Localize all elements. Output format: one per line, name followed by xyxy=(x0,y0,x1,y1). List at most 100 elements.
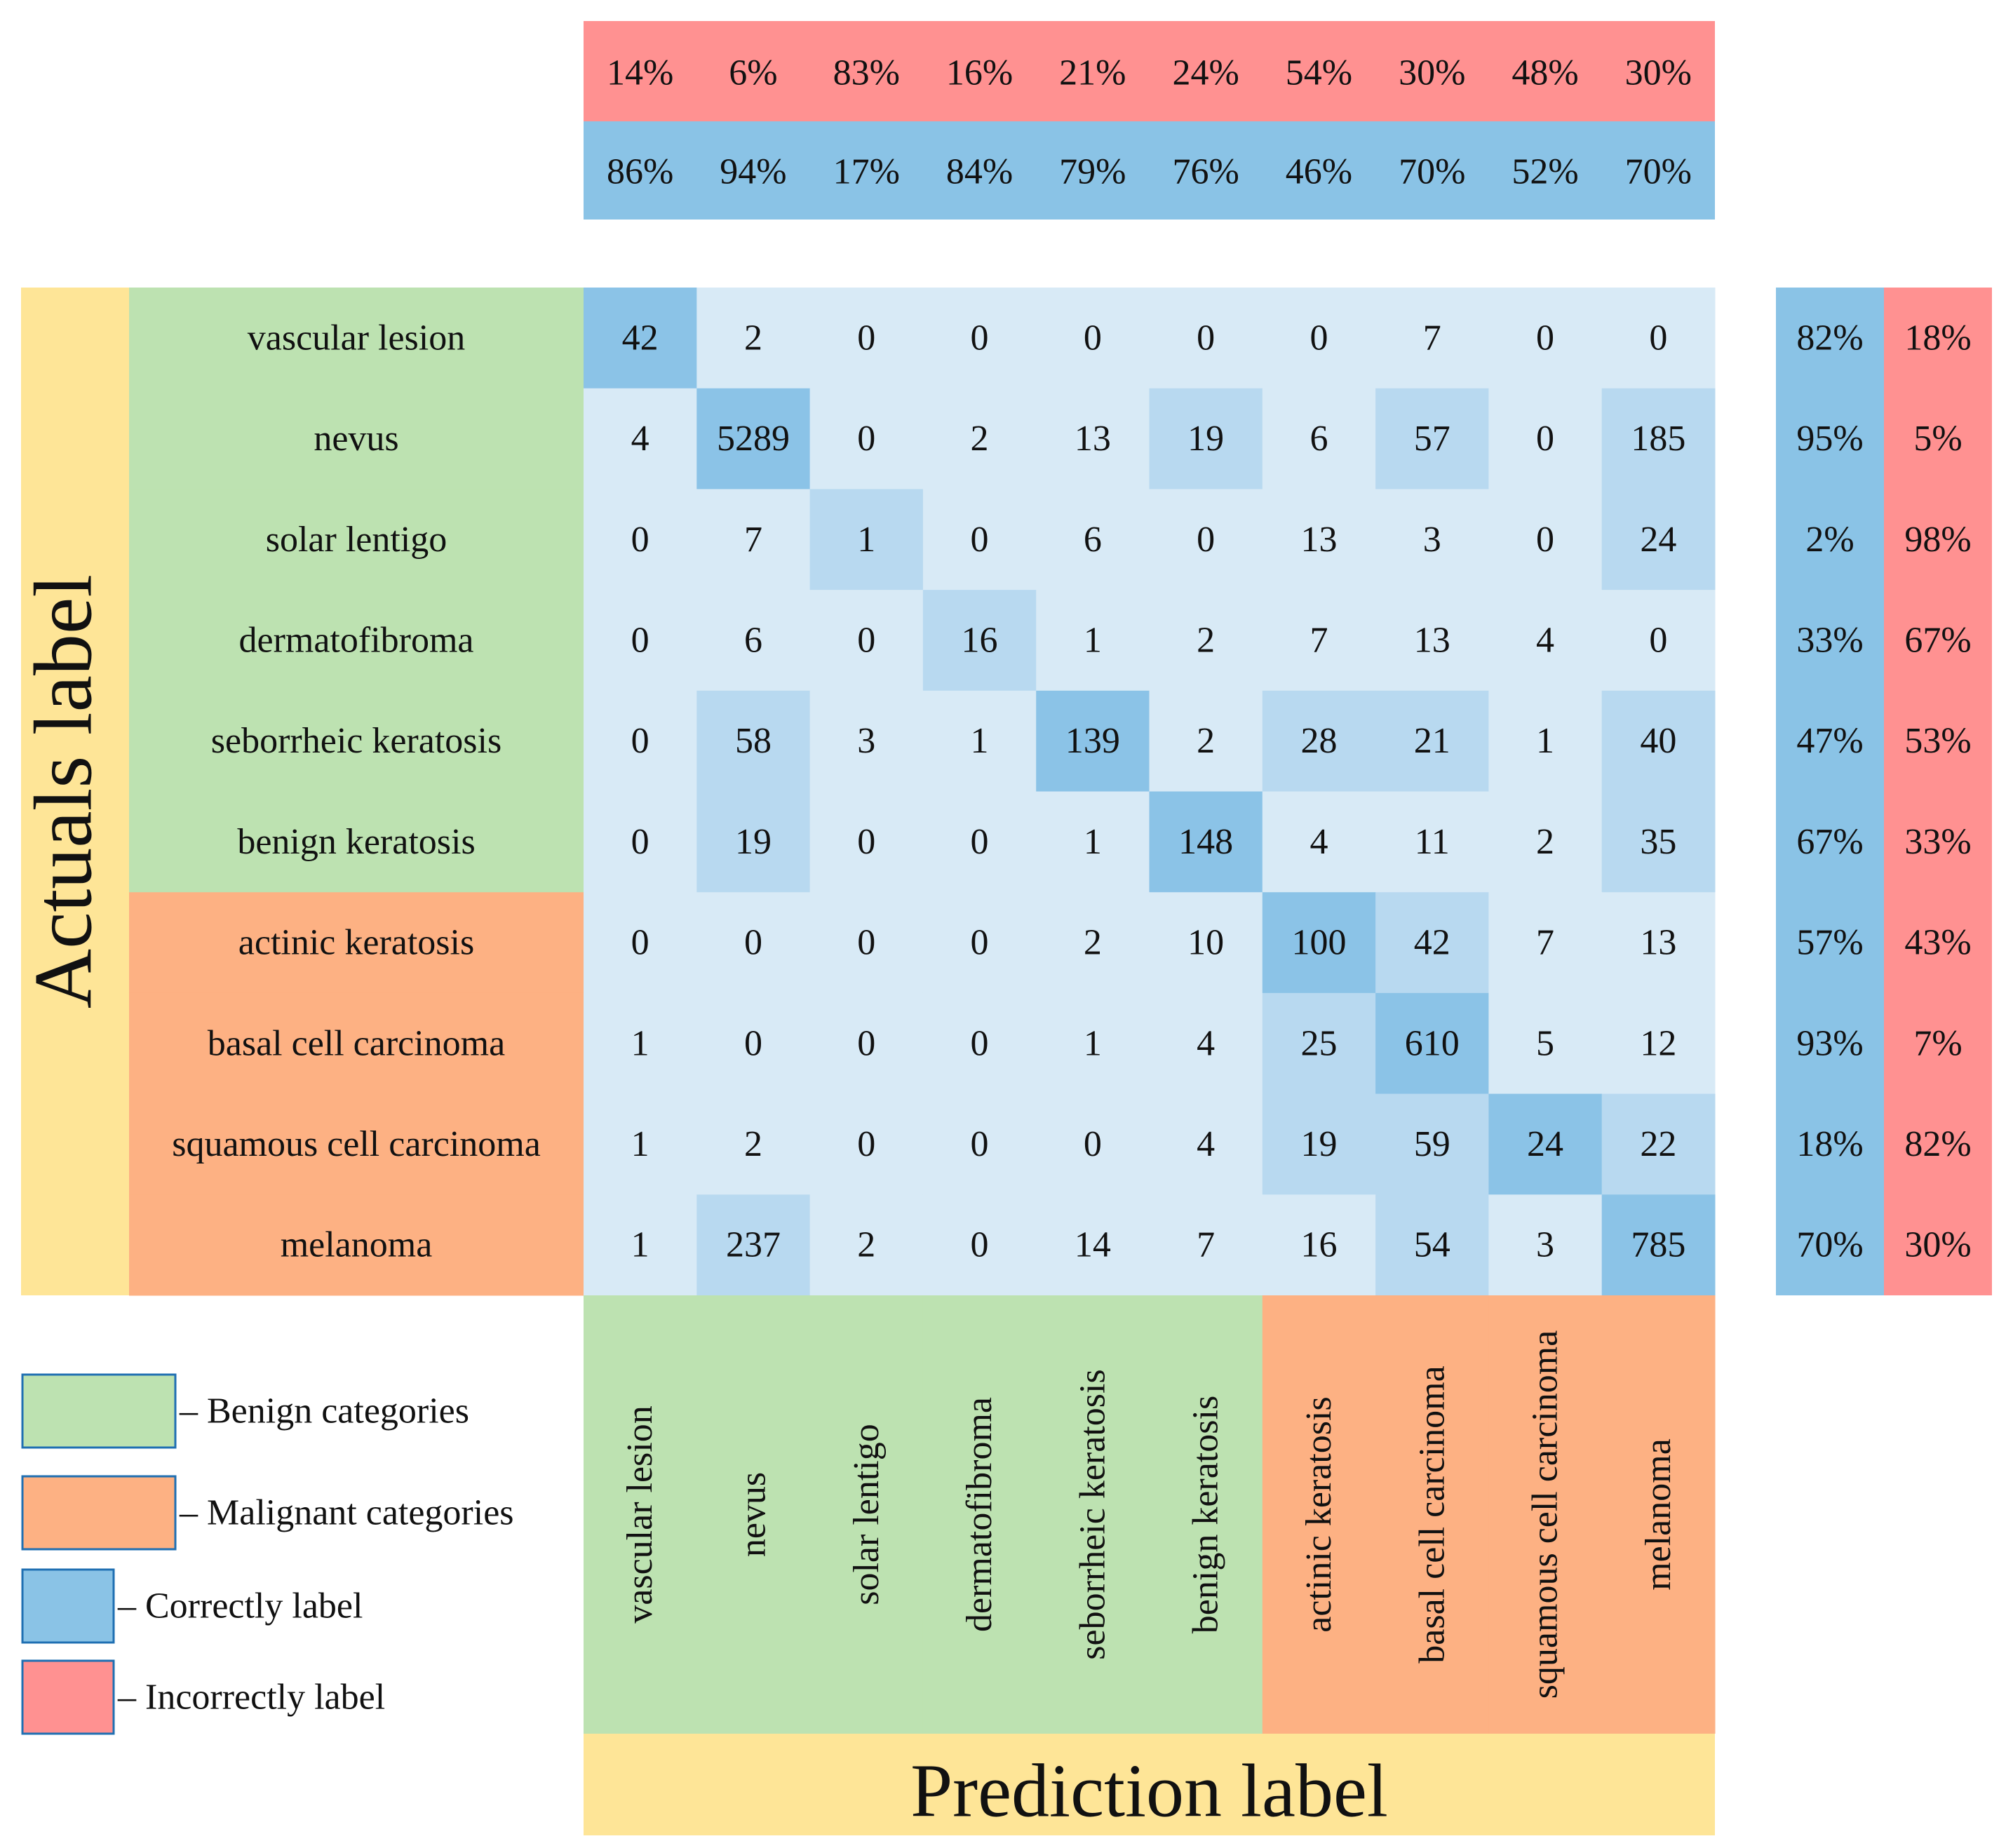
row-category-cell xyxy=(129,388,584,490)
matrix-cell-value: 7 xyxy=(1536,923,1554,963)
row-category-cell xyxy=(129,590,584,692)
matrix-cell-value: 0 xyxy=(1536,318,1554,358)
matrix-cell xyxy=(922,489,1037,591)
matrix-cell xyxy=(696,1093,811,1195)
matrix-cell-value: 0 xyxy=(1649,620,1667,660)
matrix-cell-value: 4 xyxy=(1197,1124,1215,1164)
matrix-cell xyxy=(1488,1093,1603,1195)
column-incorrect-label: 48% xyxy=(1512,53,1578,93)
matrix-cell xyxy=(1036,1194,1150,1296)
matrix-cell-value: 0 xyxy=(1536,520,1554,560)
row-category-label: basal cell carcinoma xyxy=(208,1023,505,1063)
matrix-cell xyxy=(1262,892,1376,994)
legend-swatch xyxy=(21,1659,115,1735)
column-category-label: seborrheic keratosis xyxy=(1072,1369,1112,1659)
matrix-cell xyxy=(1262,489,1376,591)
matrix-cell xyxy=(584,590,697,692)
matrix-cell xyxy=(1149,590,1263,692)
matrix-cell-value: 0 xyxy=(857,1124,875,1164)
matrix-cell-value: 5289 xyxy=(717,419,790,459)
matrix-cell xyxy=(1375,388,1489,490)
row-category-label: nevus xyxy=(314,419,398,459)
matrix-cell-value: 16 xyxy=(962,620,998,660)
matrix-cell-value: 1 xyxy=(631,1225,649,1265)
matrix-cell xyxy=(1375,690,1489,792)
matrix-cell-value: 0 xyxy=(1084,318,1102,358)
matrix-cell-value: 148 xyxy=(1178,822,1233,862)
matrix-cell xyxy=(1036,1093,1150,1195)
matrix-cell xyxy=(922,992,1037,1095)
matrix-cell xyxy=(584,992,697,1095)
matrix-cell-value: 0 xyxy=(857,318,875,358)
matrix-cell-value: 237 xyxy=(726,1225,781,1265)
matrix-cell xyxy=(922,1194,1037,1296)
matrix-cell xyxy=(1601,1194,1716,1296)
matrix-cell xyxy=(1262,388,1376,490)
legend-swatch xyxy=(21,1373,177,1449)
matrix-cell-value: 2 xyxy=(744,318,762,358)
matrix-cell-value: 1 xyxy=(1084,1023,1102,1063)
row-correct-label: 93% xyxy=(1796,1023,1863,1063)
matrix-cell-value: 3 xyxy=(857,721,875,761)
matrix-cell-value: 12 xyxy=(1640,1023,1676,1063)
matrix-cell xyxy=(1149,690,1263,792)
matrix-cell-value: 13 xyxy=(1075,419,1111,459)
matrix-cell-value: 0 xyxy=(1197,318,1215,358)
matrix-cell xyxy=(1488,388,1603,490)
column-category-cell xyxy=(1262,1295,1376,1734)
matrix-cell xyxy=(1488,791,1603,893)
matrix-cell xyxy=(696,288,811,389)
matrix-cell-value: 2 xyxy=(1536,822,1554,862)
matrix-cell xyxy=(1149,992,1263,1095)
row-incorrect-label: 18% xyxy=(1904,318,1971,358)
matrix-cell-value: 0 xyxy=(631,620,649,660)
column-category-cell xyxy=(696,1295,811,1734)
matrix-cell xyxy=(1488,489,1603,591)
matrix-cell xyxy=(922,892,1037,994)
matrix-cell-value: 2 xyxy=(857,1225,875,1265)
matrix-cell-value: 0 xyxy=(971,318,989,358)
legend-swatch xyxy=(21,1475,177,1551)
matrix-cell xyxy=(584,1093,697,1195)
matrix-cell-value: 13 xyxy=(1414,620,1450,660)
matrix-cell-value: 1 xyxy=(1536,721,1554,761)
matrix-cell-value: 1 xyxy=(1084,822,1102,862)
matrix-cell-value: 4 xyxy=(1536,620,1554,660)
matrix-cell xyxy=(809,992,924,1095)
matrix-cell-value: 0 xyxy=(631,822,649,862)
matrix-cell xyxy=(584,690,697,792)
matrix-cell-value: 2 xyxy=(1084,923,1102,963)
matrix-cell xyxy=(1488,992,1603,1095)
column-category-cell xyxy=(584,1295,697,1734)
matrix-cell-value: 610 xyxy=(1405,1023,1460,1063)
matrix-cell xyxy=(696,690,811,792)
matrix-cell xyxy=(584,791,697,893)
column-category-cell xyxy=(1601,1295,1716,1734)
matrix-cell-value: 7 xyxy=(1197,1225,1215,1265)
matrix-cell xyxy=(1262,791,1376,893)
matrix-cell xyxy=(1601,489,1716,591)
row-category-label: seborrheic keratosis xyxy=(211,721,501,761)
matrix-cell xyxy=(1488,690,1603,792)
matrix-cell-value: 0 xyxy=(631,520,649,560)
matrix-cell-value: 0 xyxy=(1197,520,1215,560)
row-correct-label: 18% xyxy=(1796,1124,1863,1164)
matrix-cell xyxy=(696,892,811,994)
matrix-cell xyxy=(1375,791,1489,893)
matrix-cell-value: 7 xyxy=(744,520,762,560)
matrix-cell xyxy=(809,388,924,490)
row-correct-label: 70% xyxy=(1796,1225,1863,1265)
matrix-cell xyxy=(1375,892,1489,994)
matrix-cell-value: 24 xyxy=(1527,1124,1563,1164)
matrix-cell xyxy=(1601,288,1716,389)
matrix-cell-value: 10 xyxy=(1187,923,1224,963)
column-category-label: benign keratosis xyxy=(1186,1396,1226,1633)
matrix-cell xyxy=(696,992,811,1095)
row-incorrect-label: 43% xyxy=(1904,923,1971,963)
legend-label: – Malignant categories xyxy=(179,1493,514,1533)
matrix-cell-value: 24 xyxy=(1640,520,1676,560)
y-axis-band xyxy=(21,288,129,1295)
matrix-cell xyxy=(809,1194,924,1296)
column-correct-label: 70% xyxy=(1625,152,1692,192)
matrix-cell-value: 0 xyxy=(1084,1124,1102,1164)
